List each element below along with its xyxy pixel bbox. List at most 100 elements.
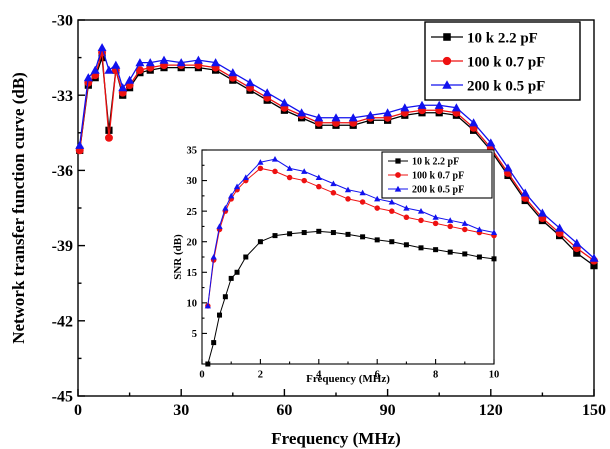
inset-data-point-1	[418, 245, 424, 251]
main-data-point-3	[383, 108, 393, 117]
main-data-point-2	[135, 66, 144, 75]
inset-legend-marker-2	[395, 172, 401, 178]
inset-data-point-1	[301, 230, 307, 236]
inset-x-tick-label: 0	[199, 370, 204, 381]
inset-data-point-3	[301, 168, 308, 174]
inset-data-point-3	[271, 156, 279, 162]
main-data-point-3	[469, 118, 479, 127]
main-chart: 0 30 60 90 120 150-45-42-39-36-33-30Frequency…	[9, 13, 606, 448]
main-legend-label-3: 200 k 0.5 pF	[467, 78, 545, 94]
inset-data-point-3	[344, 186, 352, 193]
main-data-point-3	[451, 103, 461, 112]
main-data-point-2	[105, 133, 113, 142]
inset-x-tick-label: 2	[258, 370, 263, 381]
inset-data-point-1	[447, 249, 453, 255]
main-legend-marker-1	[443, 33, 451, 41]
inset-data-point-2	[447, 223, 453, 230]
main-data-point-3	[262, 88, 272, 97]
inset-legend-label-1: 10 k 2.2 pF	[412, 157, 459, 168]
inset-y-tick-label: 30	[187, 176, 198, 187]
main-data-point-3	[555, 223, 565, 232]
main-data-point-3	[104, 65, 114, 74]
main-data-point-3	[135, 58, 145, 67]
main-data-point-3	[314, 113, 324, 122]
inset-y-axis-title: SNR (dB)	[172, 234, 184, 280]
inset-data-point-1	[287, 231, 293, 237]
main-y-tick-label: -45	[52, 389, 73, 406]
inset-data-point-2	[432, 220, 439, 227]
inset-data-point-1	[462, 251, 468, 257]
inset-data-point-3	[461, 220, 468, 226]
inset-data-point-1	[491, 256, 497, 262]
main-data-point-3	[572, 238, 582, 247]
main-data-point-3	[417, 100, 427, 109]
inset-data-point-2	[272, 168, 278, 175]
main-data-point-3	[589, 253, 599, 262]
inset-data-point-1	[360, 234, 366, 240]
main-data-point-3	[97, 43, 107, 52]
inset-x-tick-label: 4	[316, 370, 322, 381]
main-data-point-3	[245, 78, 255, 87]
main-y-tick-label: -30	[52, 13, 73, 30]
main-data-point-1	[573, 249, 581, 257]
inset-y-tick-label: 25	[187, 207, 198, 218]
main-data-point-3	[83, 73, 93, 82]
main-data-point-3	[279, 98, 289, 107]
inset-y-tick-label: 15	[187, 268, 198, 279]
main-data-point-3	[125, 75, 135, 84]
inset-data-point-3	[210, 253, 217, 260]
main-y-tick-label: -39	[52, 238, 73, 255]
main-data-point-3	[486, 138, 496, 147]
inset-y-tick-label: 35	[187, 146, 198, 157]
main-legend-label-2: 100 k 0.7 pF	[467, 54, 545, 70]
inset-data-point-3	[403, 204, 410, 211]
inset-data-point-2	[462, 226, 468, 233]
main-data-point-3	[75, 140, 85, 149]
main-y-tick-label: -42	[52, 313, 73, 330]
inset-data-point-1	[257, 239, 263, 245]
inset-data-point-1	[211, 340, 217, 346]
inset-data-point-2	[257, 165, 264, 172]
main-x-tick-label: 60	[276, 402, 292, 419]
inset-x-tick-label: 8	[433, 370, 438, 381]
main-data-point-3	[365, 110, 375, 119]
inset-data-point-2	[286, 174, 293, 181]
inset-data-point-3	[222, 204, 229, 211]
main-x-tick-label: 150	[582, 402, 606, 419]
main-data-point-3	[90, 65, 100, 74]
main-data-point-3	[434, 100, 444, 109]
main-data-point-3	[211, 58, 221, 67]
main-data-point-3	[537, 208, 547, 217]
inset-data-point-2	[345, 196, 351, 202]
inset-data-point-3	[476, 226, 483, 232]
main-x-tick-label: 120	[479, 402, 503, 419]
inset-x-tick-label: 10	[489, 370, 500, 381]
inset-data-point-2	[359, 199, 366, 205]
main-data-point-1	[590, 262, 598, 270]
inset-data-point-2	[389, 208, 395, 214]
inset-legend-marker-3	[394, 185, 402, 192]
main-data-point-3	[331, 113, 341, 122]
inset-data-point-1	[345, 231, 351, 237]
inset-y-tick-label: 10	[187, 299, 198, 310]
inset-data-point-3	[359, 189, 366, 196]
main-data-point-3	[400, 103, 410, 112]
main-y-tick-label: -33	[52, 88, 73, 105]
main-series-line-3	[79, 45, 595, 259]
inset-data-point-1	[316, 228, 322, 234]
inset-data-point-3	[257, 159, 264, 165]
inset-data-point-2	[301, 177, 307, 184]
inset-data-point-1	[476, 254, 482, 260]
main-legend-label-1: 10 k 2.2 pF	[467, 30, 538, 46]
inset-data-point-3	[432, 214, 439, 220]
inset-data-point-3	[204, 302, 211, 309]
main-data-point-3	[503, 163, 513, 172]
inset-legend-marker-1	[395, 158, 401, 164]
main-data-point-3	[520, 188, 530, 197]
inset-data-point-1	[234, 269, 240, 275]
main-data-point-3	[145, 58, 155, 67]
inset-y-tick-label: 5	[192, 329, 197, 340]
inset-data-point-3	[315, 174, 322, 181]
main-data-point-3	[193, 55, 203, 64]
inset-y-tick-label: 20	[187, 237, 198, 248]
